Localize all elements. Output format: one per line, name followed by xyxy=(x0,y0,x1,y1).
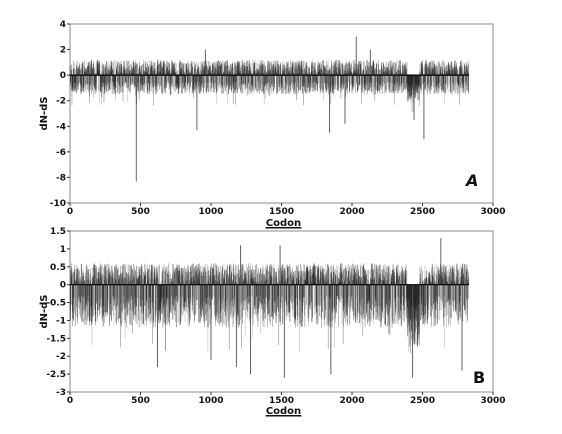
x-tick-label: 2000 xyxy=(339,396,364,406)
x-tick-label: 1000 xyxy=(198,396,223,406)
y-tick-label: -4 xyxy=(56,122,66,132)
x-axis-label: Codon xyxy=(266,406,301,417)
codon-bar-series-dark xyxy=(69,238,469,378)
y-tick-label: -8 xyxy=(56,173,66,183)
panel-a-chart: 420-2-4-6-8-100 500 1000 1500 2000 2500 3000Co… xyxy=(39,20,506,229)
y-tick-label: -1 xyxy=(56,316,66,326)
codon-bar-series-dark xyxy=(69,36,469,182)
plot-frame xyxy=(69,23,494,204)
x-tick-label: 2500 xyxy=(410,207,435,217)
x-tick-label: 500 xyxy=(131,207,150,217)
y-tick-label: -0.5 xyxy=(46,299,66,309)
x-axis-label: Codon xyxy=(266,218,301,229)
y-tick-label: -2 xyxy=(56,97,66,107)
y-tick-label: -2 xyxy=(56,352,66,362)
y-axis-label: dN-dS xyxy=(39,294,50,328)
x-tick-label: 0 xyxy=(67,207,73,217)
x-tick-label: 1500 xyxy=(269,396,294,406)
y-tick-label: -2.5 xyxy=(46,370,66,380)
panel-letter: A xyxy=(464,171,478,190)
panel-b-chart: 1.510.50-0.5-1-1.5-2-2.5-30 500 1000 1500 20… xyxy=(39,227,506,417)
y-tick-label: -3 xyxy=(56,388,66,398)
x-tick-label: 500 xyxy=(131,396,150,406)
y-axis-label: dN-dS xyxy=(39,96,50,130)
y-tick-label: 0 xyxy=(60,71,66,81)
codon-bars xyxy=(69,36,470,182)
y-tick-label: 0 xyxy=(60,281,66,291)
x-tick-label: 1000 xyxy=(198,207,223,217)
x-tick-label: 2000 xyxy=(339,207,364,217)
codon-bars xyxy=(69,238,470,378)
y-tick-label: -1.5 xyxy=(46,334,66,344)
y-tick-label: -10 xyxy=(50,199,66,209)
y-tick-label: 4 xyxy=(60,20,66,30)
panel-letter: B xyxy=(473,368,485,387)
y-tick-label: 0.5 xyxy=(50,263,66,273)
y-tick-label: 2 xyxy=(60,46,66,56)
y-tick-label: 1 xyxy=(60,245,66,255)
x-tick-label: 0 xyxy=(67,396,73,406)
x-tick-label: 2500 xyxy=(410,396,435,406)
y-tick-label: -6 xyxy=(56,148,66,158)
x-tick-label: 1500 xyxy=(269,207,294,217)
y-tick-label: 1.5 xyxy=(50,227,66,237)
x-tick-label: 3000 xyxy=(480,207,505,217)
x-tick-label: 3000 xyxy=(480,396,505,406)
